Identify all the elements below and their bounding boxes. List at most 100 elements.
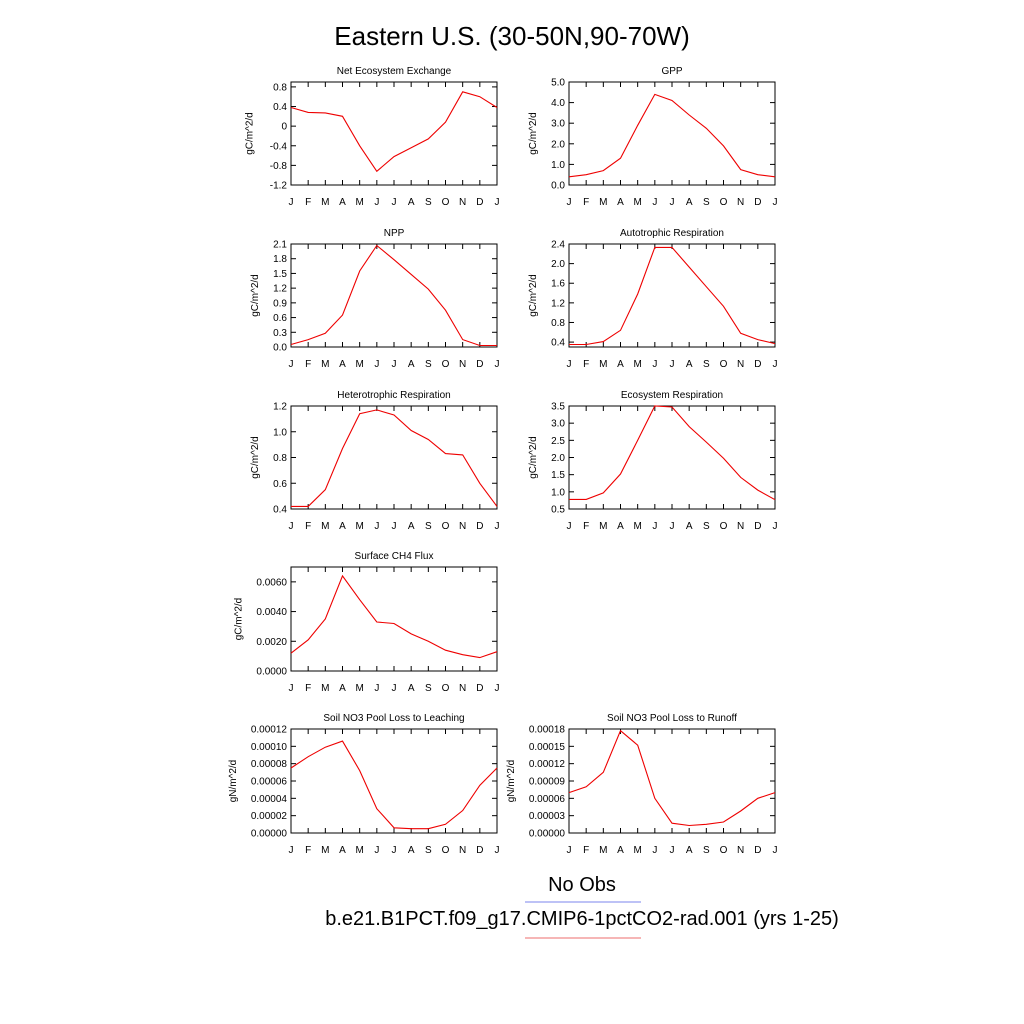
x-tick-label: M bbox=[633, 197, 641, 208]
x-tick-label: J bbox=[495, 521, 500, 532]
x-tick-label: M bbox=[321, 683, 329, 694]
y-tick-label: 5.0 bbox=[551, 78, 565, 89]
y-tick-label: 0.0060 bbox=[256, 577, 287, 588]
x-tick-label: A bbox=[686, 521, 693, 532]
x-tick-label: O bbox=[442, 197, 450, 208]
x-tick-label: D bbox=[476, 521, 483, 532]
y-tick-label: 1.2 bbox=[273, 402, 287, 413]
y-tick-label: 0.00009 bbox=[529, 777, 566, 788]
series-line-ar bbox=[569, 246, 776, 346]
x-tick-label: M bbox=[599, 359, 607, 370]
y-tick-label: 4.0 bbox=[551, 98, 565, 109]
x-tick-label: J bbox=[374, 845, 379, 856]
x-tick-label: J bbox=[374, 521, 379, 532]
x-tick-label: S bbox=[425, 521, 432, 532]
x-tick-label: J bbox=[670, 197, 675, 208]
x-tick-label: O bbox=[442, 521, 450, 532]
x-tick-label: F bbox=[583, 521, 589, 532]
x-tick-label: A bbox=[339, 521, 346, 532]
x-tick-label: O bbox=[442, 683, 450, 694]
x-tick-label: O bbox=[720, 521, 728, 532]
x-tick-label: M bbox=[633, 359, 641, 370]
x-tick-label: J bbox=[392, 521, 397, 532]
x-tick-label: J bbox=[289, 197, 294, 208]
x-tick-label: D bbox=[476, 197, 483, 208]
x-tick-label: O bbox=[720, 845, 728, 856]
x-tick-label: J bbox=[652, 359, 657, 370]
y-tick-label: 0.8 bbox=[273, 82, 287, 93]
x-tick-label: A bbox=[617, 521, 624, 532]
series-line-npp bbox=[290, 244, 497, 347]
x-tick-label: J bbox=[567, 521, 572, 532]
y-axis-label: gC/m^2/d bbox=[528, 436, 539, 479]
x-tick-label: M bbox=[633, 845, 641, 856]
y-tick-label: 0.00004 bbox=[251, 794, 288, 805]
x-tick-label: O bbox=[720, 359, 728, 370]
x-tick-label: M bbox=[355, 521, 363, 532]
x-tick-label: J bbox=[392, 845, 397, 856]
x-tick-label: M bbox=[599, 521, 607, 532]
x-tick-label: J bbox=[392, 359, 397, 370]
y-tick-label: 2.0 bbox=[551, 259, 565, 270]
x-tick-label: S bbox=[425, 359, 432, 370]
x-tick-label: A bbox=[339, 197, 346, 208]
x-tick-label: S bbox=[425, 683, 432, 694]
x-tick-label: J bbox=[567, 359, 572, 370]
panel-title-leach: Soil NO3 Pool Loss to Leaching bbox=[323, 713, 464, 724]
x-tick-label: S bbox=[703, 521, 710, 532]
x-tick-label: J bbox=[289, 359, 294, 370]
x-tick-label: D bbox=[754, 359, 761, 370]
panel-title-hr: Heterotrophic Respiration bbox=[337, 390, 450, 401]
y-tick-label: 0.4 bbox=[551, 338, 565, 349]
x-tick-label: O bbox=[442, 359, 450, 370]
x-tick-label: A bbox=[339, 683, 346, 694]
panel-title-ar: Autotrophic Respiration bbox=[620, 228, 724, 239]
y-tick-label: 1.2 bbox=[273, 284, 287, 295]
panel-title-ch4: Surface CH4 Flux bbox=[355, 551, 434, 562]
y-tick-label: 0.0020 bbox=[256, 637, 287, 648]
x-tick-label: O bbox=[442, 845, 450, 856]
y-tick-label: 3.0 bbox=[551, 419, 565, 430]
y-tick-label: 0.00006 bbox=[251, 777, 288, 788]
y-tick-label: 1.2 bbox=[551, 298, 565, 309]
x-tick-label: M bbox=[355, 197, 363, 208]
x-tick-label: J bbox=[495, 197, 500, 208]
y-tick-label: 0.0000 bbox=[256, 667, 287, 678]
x-tick-label: M bbox=[633, 521, 641, 532]
x-tick-label: M bbox=[599, 845, 607, 856]
x-tick-label: N bbox=[737, 845, 744, 856]
y-axis-label: gN/m^2/d bbox=[228, 760, 239, 803]
y-tick-label: -1.2 bbox=[270, 181, 288, 192]
y-tick-label: 0.0 bbox=[273, 343, 287, 354]
panel-title-er: Ecosystem Respiration bbox=[621, 390, 723, 401]
x-tick-label: J bbox=[773, 359, 778, 370]
x-tick-label: M bbox=[355, 845, 363, 856]
y-tick-label: 0.00008 bbox=[251, 759, 288, 770]
x-tick-label: F bbox=[305, 521, 311, 532]
x-tick-label: J bbox=[392, 197, 397, 208]
y-tick-label: 0.00012 bbox=[529, 759, 566, 770]
x-tick-label: A bbox=[617, 845, 624, 856]
x-tick-label: J bbox=[773, 197, 778, 208]
y-tick-label: 0.00000 bbox=[251, 829, 288, 840]
y-tick-label: 0.00006 bbox=[529, 794, 566, 805]
y-tick-label: 0.6 bbox=[273, 313, 287, 324]
panel-title-runoff: Soil NO3 Pool Loss to Runoff bbox=[607, 713, 737, 724]
x-tick-label: D bbox=[754, 521, 761, 532]
y-tick-label: 0.00010 bbox=[251, 742, 288, 753]
y-axis-label: gC/m^2/d bbox=[250, 274, 261, 317]
x-tick-label: F bbox=[305, 683, 311, 694]
x-tick-label: J bbox=[773, 521, 778, 532]
x-tick-label: N bbox=[459, 197, 466, 208]
x-tick-label: A bbox=[617, 359, 624, 370]
x-tick-label: M bbox=[321, 197, 329, 208]
x-tick-label: F bbox=[583, 845, 589, 856]
series-line-ch4 bbox=[290, 574, 498, 659]
x-tick-label: S bbox=[703, 359, 710, 370]
x-tick-label: A bbox=[617, 197, 624, 208]
